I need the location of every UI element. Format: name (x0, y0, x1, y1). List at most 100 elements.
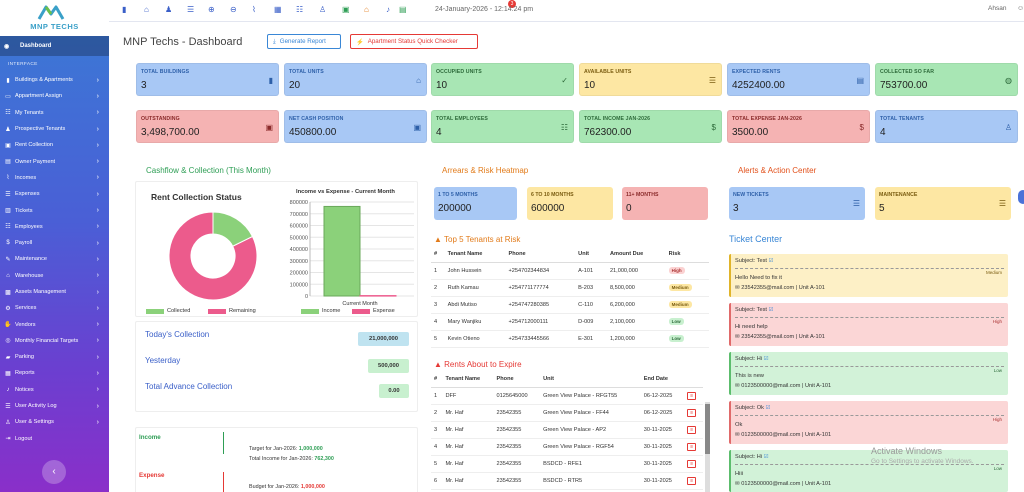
table-row[interactable]: 2 Mr. Haf 23542355 Green View Palace - FF44… (431, 404, 703, 422)
pie-slice-remaining[interactable] (168, 211, 258, 301)
plus-circle-icon[interactable]: ⊕ (208, 5, 215, 14)
table-row[interactable]: 3 Mr. Haf 23542355 Green View Palace - AP2 3… (431, 421, 703, 439)
bar-income[interactable] (323, 205, 361, 297)
user-plus-icon[interactable]: ♟ (165, 5, 173, 14)
sidebar-item-expenses[interactable]: ☰ Expenses › (0, 186, 109, 202)
sidebar-item-appartment-assign[interactable]: ▭ Appartment Assign › (0, 88, 109, 104)
stat-card-total-expense-jan-2026[interactable]: TOTAL EXPENSE JAN-2026 3500.00 $ (727, 110, 870, 143)
chart-icon[interactable]: ⌇ (252, 5, 256, 14)
table-row[interactable]: 1 DFF 0125645000 Green View Palace - RFGT55… (431, 387, 703, 405)
warning-icon: ▲ (434, 360, 442, 369)
brand-logo[interactable]: MNP TECHS (0, 0, 109, 36)
sidebar-item-rent-collection[interactable]: ▣ Rent Collection › (0, 137, 109, 153)
bank-icon[interactable]: ⌂ (364, 5, 369, 14)
ticket-icon[interactable]: ▤ (399, 5, 407, 14)
settings-toggle-button[interactable] (1018, 190, 1024, 204)
stat-card-total-employees[interactable]: TOTAL EMPLOYEES 4 ☷ (431, 110, 574, 143)
sidebar-item-parking[interactable]: ▰ Parking › (0, 349, 109, 365)
sidebar-item-employees[interactable]: ☷ Employees › (0, 219, 109, 235)
ticket-card[interactable]: Subject: Hi ☑ This is new Low ✉ 0123500000@… (729, 352, 1008, 395)
wallet-icon: ▤ (856, 76, 864, 85)
sidebar-item-services[interactable]: ⚙ Services › (0, 300, 109, 316)
table-row[interactable]: 4 Mr. Haf 23542355 Green View Palace - RGF5… (431, 438, 703, 456)
bell-icon[interactable]: ♪ (386, 5, 390, 14)
stat-card-available-units[interactable]: AVAILABLE UNITS 10 ☰ (579, 63, 722, 96)
sidebar-item-tickets[interactable]: ▥ Tickets › (0, 202, 109, 218)
divider (735, 317, 1004, 318)
table-row[interactable]: 1 John Hussein +254702344834 A-101 21,000,00… (431, 262, 709, 280)
arrears-card-6-to-10-months[interactable]: 6 TO 10 MONTHS 600000 (527, 187, 613, 220)
stat-card-total-tenants[interactable]: TOTAL TENANTS 4 ♙ (875, 110, 1018, 143)
ticket-subject: Subject: Test (735, 258, 767, 264)
stat-card-occupied-units[interactable]: OCCUPIED UNITS 10 ✓ (431, 63, 574, 96)
table-row[interactable]: 3 Abdi Mutiso +254747280385 C-110 6,200,000 M… (431, 296, 709, 314)
sidebar-item-payroll[interactable]: $ Payroll › (0, 235, 109, 251)
table-row[interactable]: 2 Ruth Kamau +254771177774 B-203 8,500,000 Me… (431, 279, 709, 297)
sidebar-item-buildings-apartments[interactable]: ▮ Buildings & Apartments › (0, 72, 109, 88)
user-icon[interactable]: ♙ (319, 5, 327, 14)
stat-card-expected-rents[interactable]: EXPECTED RENTS 4252400.00 ▤ (727, 63, 870, 96)
stat-card-outstanding[interactable]: OUTSTANDING 3,498,700.00 ▣ (136, 110, 279, 143)
handshake-icon: ✋ (4, 322, 12, 329)
home-icon[interactable]: ⌂ (144, 5, 149, 14)
building-icon[interactable]: ▮ (122, 5, 127, 14)
action-cell: ≡ (684, 438, 703, 456)
document-icon[interactable]: ≡ (687, 476, 697, 485)
document-icon[interactable]: ≡ (687, 442, 697, 451)
alert-card-maintenance[interactable]: MAINTENANCE 5 ☰ (875, 187, 1011, 220)
minus-circle-icon[interactable]: ⊖ (230, 5, 237, 14)
expire-scrollbar[interactable] (705, 402, 710, 492)
sidebar-collapse-button[interactable]: ‹ (42, 460, 66, 484)
bar-expense[interactable] (359, 295, 397, 297)
stat-card-value: 3,498,700.00 (141, 127, 200, 138)
quick-checker-button[interactable]: ⚡ Apartment Status Quick Checker (350, 34, 478, 49)
sidebar-item-label: Monthly Financial Targets (15, 337, 79, 344)
sidebar-item-owner-payment[interactable]: ▤ Owner Payment › (0, 153, 109, 169)
y-tick-label: 200000 (290, 271, 308, 277)
table-row[interactable]: 5 Mr. Haf 23542355 BSDCD - RFE1 30-11-2025 ≡ (431, 455, 703, 473)
sidebar-item-dashboard[interactable]: ◉ Dashboard (0, 36, 109, 56)
table-row[interactable]: 4 Mary Wanjiku +254712000111 D-009 2,100,000… (431, 313, 709, 331)
stat-card-total-income-jan-2026[interactable]: TOTAL INCOME JAN-2026 762300.00 $ (579, 110, 722, 143)
ticket-card[interactable]: Subject: Test ☑ Hello Need to fix it Mediu… (729, 254, 1008, 297)
users-icon[interactable]: ☷ (296, 5, 304, 14)
avatar[interactable]: ☺ (1017, 5, 1024, 12)
chevron-right-icon: › (96, 158, 99, 166)
calendar-icon[interactable]: ▦ (274, 5, 282, 14)
scrollbar-thumb[interactable] (705, 404, 710, 454)
sidebar-item-incomes[interactable]: ⌇ Incomes › (0, 170, 109, 186)
document-icon[interactable]: ≡ (687, 408, 697, 417)
arrears-card-1-to-5-months[interactable]: 1 TO 5 MONTHS 200000 (434, 187, 517, 220)
stat-card-total-units[interactable]: TOTAL UNITS 20 ⌂ (284, 63, 427, 96)
priority-badge: High (992, 417, 1002, 422)
money-icon[interactable]: ▣ (342, 5, 350, 14)
list-icon[interactable]: ☰ (187, 5, 195, 14)
sidebar-item-my-tenants[interactable]: ☷ My Tenants › (0, 105, 109, 121)
document-icon[interactable]: ≡ (687, 459, 697, 468)
sidebar-item-vendors[interactable]: ✋ Vendors › (0, 316, 109, 332)
ticket-card[interactable]: Subject: Hi ☑ Hiii Low ✉ 0123500000@mail.co… (729, 450, 1008, 492)
sidebar-item-notices[interactable]: ♪ Notices › (0, 382, 109, 398)
user-name[interactable]: Ahsan (988, 5, 1007, 12)
sidebar-item-assets-management[interactable]: ▩ Assets Management › (0, 284, 109, 300)
table-row[interactable]: 6 Mr. Haf 23542355 BSDCD - RTR5 30-11-2025 ≡ (431, 472, 703, 490)
sidebar-item-logout[interactable]: ⇥ Logout (0, 431, 109, 447)
stat-card-collected-so-far[interactable]: COLLECTED SO FAR 753700.00 ◍ (875, 63, 1018, 96)
sidebar-item-monthly-financial-targets[interactable]: ◎ Monthly Financial Targets › (0, 333, 109, 349)
stat-card-total-buildings[interactable]: TOTAL BUILDINGS 3 ▮ (136, 63, 279, 96)
ticket-card[interactable]: Subject: Ok ☑ Ok High ✉ 0123500000@mail.com… (729, 401, 1008, 444)
arrears-card-11-months[interactable]: 11+ MONTHS 0 (622, 187, 708, 220)
sidebar-item-user-activity-log[interactable]: ☰ User Activity Log › (0, 398, 109, 414)
sidebar-item-maintenance[interactable]: ✎ Maintenance › (0, 251, 109, 267)
document-icon[interactable]: ≡ (687, 391, 697, 400)
table-row[interactable]: 5 Kevin Otieno +254733445566 E-301 1,200,000… (431, 330, 709, 348)
stat-card-net-cash-position[interactable]: NET CASH POSITION 450800.00 ▣ (284, 110, 427, 143)
sidebar-item-prospective-tenants[interactable]: ♟ Prospective Tenants › (0, 121, 109, 137)
document-icon[interactable]: ≡ (687, 425, 697, 434)
sidebar-item-warehouse[interactable]: ⌂ Warehouse › (0, 268, 109, 284)
sidebar-item-reports[interactable]: ▦ Reports › (0, 365, 109, 381)
ticket-card[interactable]: Subject: Test ☑ Hi need help High ✉ 2354235… (729, 303, 1008, 346)
sidebar-item-user-settings[interactable]: ♙ User & Settings › (0, 414, 109, 430)
generate-report-button[interactable]: ⤓ Generate Report (267, 34, 341, 49)
alert-card-new-tickets[interactable]: NEW TICKETS 3 ☰ (729, 187, 865, 220)
